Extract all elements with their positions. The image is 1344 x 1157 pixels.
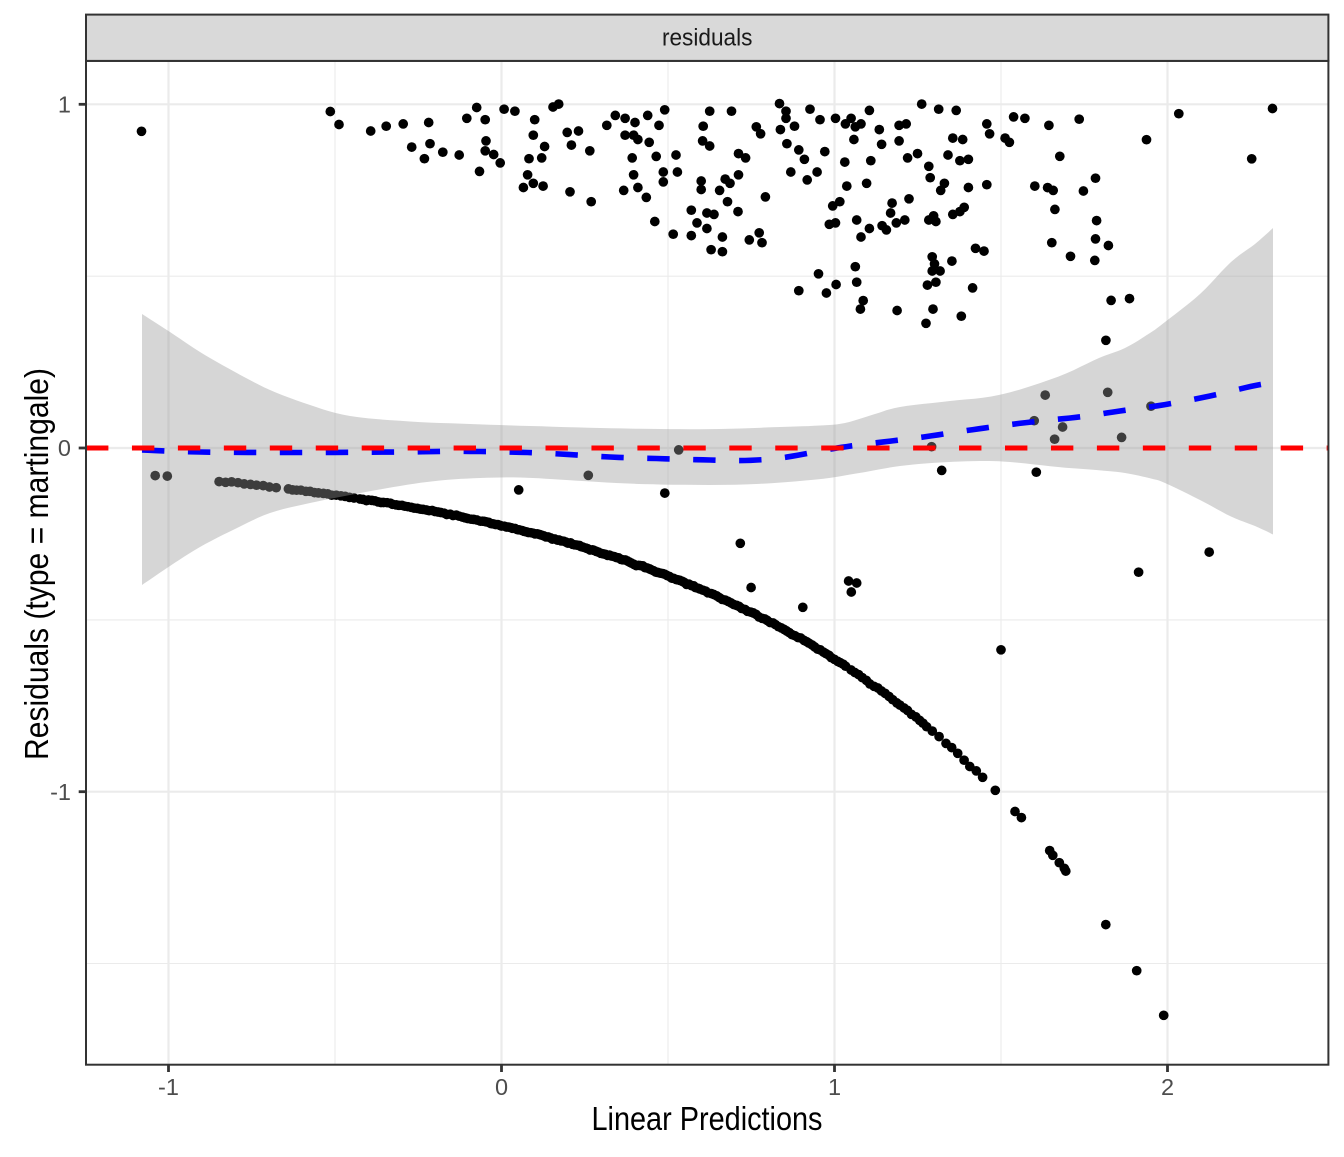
svg-text:residuals: residuals: [662, 24, 753, 51]
svg-text:-1: -1: [50, 779, 71, 805]
svg-text:0: 0: [495, 1074, 508, 1100]
svg-text:Residuals (type = martingale): Residuals (type = martingale): [18, 368, 55, 760]
svg-text:2: 2: [1161, 1074, 1174, 1100]
svg-text:0: 0: [58, 435, 71, 461]
svg-text:Linear Predictions: Linear Predictions: [592, 1100, 823, 1137]
svg-text:1: 1: [58, 92, 71, 118]
svg-text:1: 1: [828, 1074, 841, 1100]
svg-text:-1: -1: [158, 1074, 179, 1100]
